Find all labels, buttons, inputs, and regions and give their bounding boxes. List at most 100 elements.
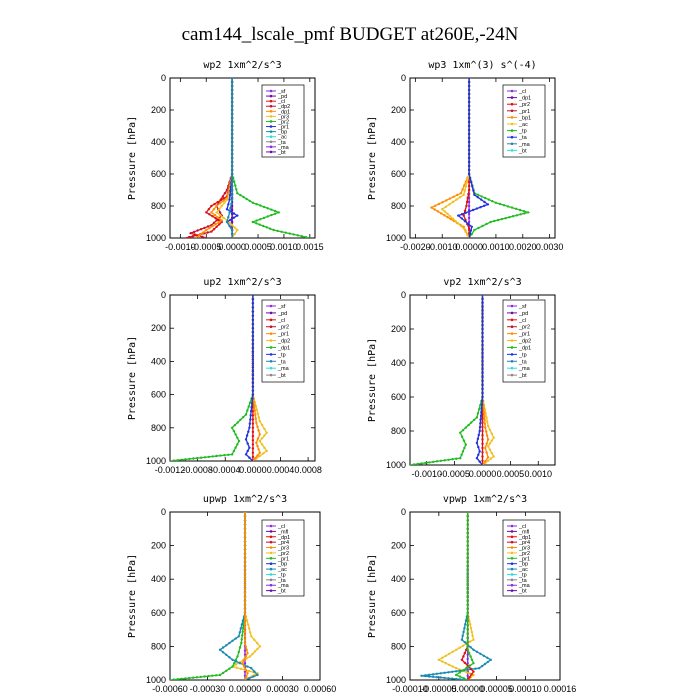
series-point bbox=[225, 198, 229, 201]
series-point bbox=[251, 397, 254, 400]
series-point bbox=[243, 658, 246, 661]
series-point bbox=[237, 439, 241, 443]
legend-label: _pr1 bbox=[277, 332, 289, 338]
series-point bbox=[233, 226, 236, 229]
series-point bbox=[467, 100, 471, 104]
y-tick-label: 400 bbox=[151, 574, 166, 584]
series-point bbox=[455, 198, 458, 201]
x-tick-label: -0.0005 bbox=[439, 469, 470, 479]
series-point bbox=[475, 207, 478, 210]
series-point bbox=[243, 540, 247, 543]
series-point bbox=[467, 192, 470, 196]
series-point bbox=[445, 199, 448, 202]
series-point bbox=[251, 306, 255, 309]
series-point bbox=[467, 216, 471, 220]
legend-marker bbox=[269, 94, 273, 98]
series-point bbox=[481, 442, 484, 445]
series-point bbox=[241, 619, 245, 622]
series-point bbox=[245, 197, 248, 201]
series-point bbox=[217, 216, 220, 219]
panel-title: wp2 1xm^2/s^3 bbox=[203, 60, 281, 71]
series-point bbox=[230, 104, 234, 108]
legend-marker bbox=[269, 346, 273, 349]
series-point bbox=[249, 418, 252, 421]
series-point bbox=[461, 644, 465, 647]
series-point bbox=[201, 231, 204, 234]
series-point bbox=[268, 227, 272, 230]
series-point bbox=[251, 377, 255, 381]
series-point bbox=[196, 456, 199, 460]
series-point bbox=[460, 213, 464, 216]
series-point bbox=[230, 228, 234, 232]
series-point bbox=[485, 222, 488, 226]
series-point bbox=[211, 674, 214, 677]
legend-label: _cl bbox=[518, 318, 526, 324]
series-point bbox=[481, 438, 484, 441]
legend-label: _ma bbox=[518, 583, 531, 589]
series-point bbox=[238, 631, 241, 634]
legend-label: _sf bbox=[277, 89, 286, 95]
series-point bbox=[230, 198, 234, 201]
series-point bbox=[489, 658, 492, 661]
series-point bbox=[240, 641, 243, 645]
series-point bbox=[255, 641, 259, 645]
x-tick-label: -0.0012 bbox=[155, 465, 186, 475]
series-point bbox=[251, 362, 255, 365]
series-point bbox=[465, 666, 468, 670]
series-point bbox=[496, 218, 500, 222]
series-point bbox=[243, 523, 247, 526]
plot-frame bbox=[169, 77, 316, 239]
series-point bbox=[203, 226, 206, 230]
series-point bbox=[243, 619, 247, 622]
series-point bbox=[245, 434, 249, 437]
series-point bbox=[481, 367, 484, 371]
series-point bbox=[230, 156, 234, 160]
legend-label: _pr3 bbox=[518, 546, 530, 552]
series-point bbox=[215, 211, 218, 214]
series-point bbox=[481, 455, 484, 458]
y-tick-label: 0 bbox=[161, 290, 166, 300]
y-axis-label: Pressure [hPa] bbox=[367, 554, 378, 638]
series-point bbox=[213, 213, 217, 217]
y-tick-label: 600 bbox=[391, 608, 406, 618]
series-point bbox=[240, 638, 243, 641]
x-tick-label: -0.00030 bbox=[190, 684, 226, 694]
legend-label: _ma bbox=[277, 145, 290, 151]
series-point bbox=[243, 587, 247, 591]
series-point bbox=[485, 416, 488, 419]
series-point bbox=[230, 120, 234, 124]
series-point bbox=[490, 451, 493, 455]
legend-marker bbox=[510, 149, 514, 152]
series-point bbox=[466, 576, 469, 579]
series-point bbox=[251, 455, 255, 459]
series-point bbox=[251, 410, 255, 413]
series-point bbox=[218, 208, 221, 211]
series-point bbox=[466, 556, 469, 559]
series-point bbox=[255, 219, 258, 222]
y-tick-label: 600 bbox=[151, 169, 166, 179]
series-point bbox=[212, 221, 216, 224]
series-point bbox=[451, 217, 455, 220]
y-axis-label: Pressure [hPa] bbox=[127, 554, 138, 638]
legend-label: _ma bbox=[518, 366, 531, 372]
series-point bbox=[481, 305, 484, 308]
series-point bbox=[466, 619, 469, 623]
series-point bbox=[467, 124, 471, 128]
series-point bbox=[217, 218, 220, 222]
series-point bbox=[258, 439, 261, 443]
chart-panel-1: wp2 1xm^2/s^3 Pressure [hPa] 0 200 400 600 800… bbox=[127, 60, 324, 252]
series-point bbox=[446, 212, 449, 216]
series-point bbox=[446, 216, 449, 219]
series-point bbox=[468, 177, 472, 180]
series-point bbox=[245, 619, 249, 622]
series-point bbox=[464, 230, 467, 233]
series-point bbox=[468, 640, 472, 643]
series-point bbox=[191, 235, 195, 238]
legend-marker bbox=[269, 104, 273, 108]
series-point bbox=[432, 460, 435, 464]
series-point bbox=[460, 435, 464, 438]
series-point bbox=[466, 527, 469, 530]
series-point bbox=[227, 188, 230, 192]
series-point bbox=[258, 223, 261, 226]
legend-label: _cl bbox=[277, 318, 285, 324]
